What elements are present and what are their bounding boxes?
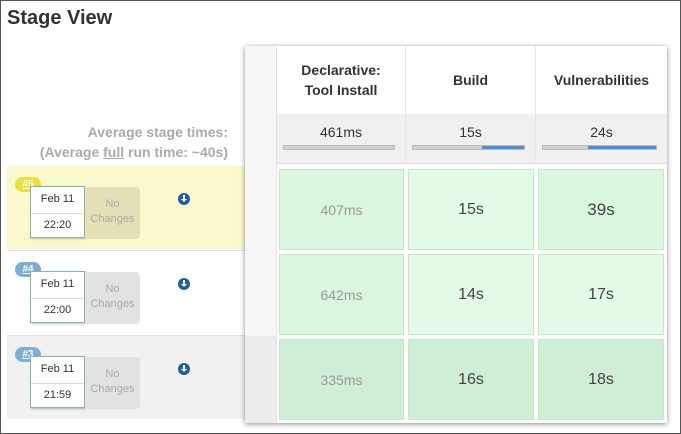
avg-time-bar	[542, 145, 657, 150]
stage-header-tool-install: Declarative: Tool Install	[277, 46, 406, 114]
avg-time-bar	[412, 145, 525, 150]
average-stage-times-line: Average stage times:	[87, 124, 228, 140]
changes-line1: No	[105, 368, 120, 380]
date-separator	[31, 298, 84, 299]
page-title: Stage View	[7, 7, 113, 29]
stage-cell-tool-install[interactable]: 335ms	[279, 339, 404, 420]
stage-header-build: Build	[406, 46, 536, 114]
stage-cell-build[interactable]: 15s	[408, 169, 534, 250]
date-separator	[31, 383, 84, 384]
stage-cell-vulnerabilities[interactable]: 18s	[538, 339, 664, 420]
download-icon[interactable]	[178, 193, 190, 205]
avg-time-value: 24s	[590, 124, 613, 140]
row-divider	[7, 335, 247, 336]
row-divider	[7, 250, 247, 251]
matrix-left-gutter	[245, 46, 277, 423]
average-run-prefix: (Average	[39, 144, 104, 160]
full-run-link[interactable]: full	[103, 144, 125, 160]
stage-name: Vulnerabilities	[553, 72, 650, 88]
changes-line1: No	[105, 198, 120, 210]
build-date: Feb 11	[40, 363, 75, 375]
build-time: 21:59	[43, 389, 72, 401]
avg-time-build: 15s	[406, 114, 536, 164]
avg-time-bar-fill	[481, 146, 524, 149]
avg-time-tool-install: 461ms	[277, 114, 406, 164]
changes-line1: No	[105, 283, 120, 295]
build-date-box: Feb 11 22:00	[30, 271, 85, 323]
no-changes-box[interactable]: No Changes	[85, 272, 140, 324]
stage-cell-build[interactable]: 14s	[408, 254, 534, 335]
changes-line2: Changes	[90, 213, 135, 225]
build-date-box: Feb 11 21:59	[30, 356, 85, 408]
no-changes-box[interactable]: No Changes	[85, 357, 140, 409]
changes-line2: Changes	[90, 298, 135, 310]
stage-name-line1: Declarative:	[301, 62, 381, 78]
gutter-shade	[245, 336, 276, 423]
avg-time-bar-fill	[588, 146, 656, 149]
build-time: 22:20	[43, 219, 72, 231]
avg-time-vulnerabilities: 24s	[536, 114, 667, 164]
avg-time-value: 461ms	[319, 124, 363, 140]
stage-cell-tool-install[interactable]: 407ms	[279, 169, 404, 250]
build-date: Feb 11	[40, 193, 75, 205]
stage-cell-vulnerabilities[interactable]: 39s	[538, 169, 664, 250]
download-icon[interactable]	[178, 278, 190, 290]
build-time: 22:00	[43, 304, 72, 316]
average-stage-times-label: Average stage times: (Average full run t…	[40, 122, 228, 162]
stage-cell-vulnerabilities[interactable]: 17s	[538, 254, 664, 335]
date-separator	[31, 213, 84, 214]
avg-time-bar	[283, 145, 395, 150]
stage-cell-build[interactable]: 16s	[408, 339, 534, 420]
stage-name: Build	[453, 72, 488, 88]
stage-header-vulnerabilities: Vulnerabilities	[536, 46, 667, 114]
no-changes-box[interactable]: No Changes	[85, 187, 140, 239]
stage-cell-tool-install[interactable]: 642ms	[279, 254, 404, 335]
changes-line2: Changes	[90, 383, 135, 395]
build-date-box: Feb 11 22:20	[30, 186, 85, 238]
download-icon[interactable]	[178, 363, 190, 375]
avg-time-value: 15s	[459, 124, 482, 140]
build-date: Feb 11	[40, 278, 75, 290]
average-run-suffix: run time: ~40s)	[124, 144, 228, 160]
average-run-time-line: (Average full run time: ~40s)	[40, 142, 228, 162]
stage-name-line2: Tool Install	[304, 82, 378, 98]
